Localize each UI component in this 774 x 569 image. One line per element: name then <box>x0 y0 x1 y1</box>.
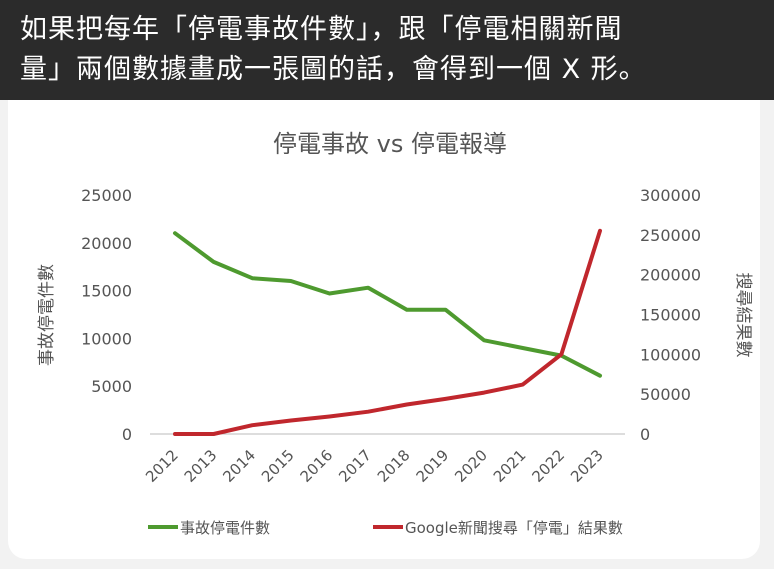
x-tick-label: 2021 <box>490 446 530 486</box>
x-tick-label: 2012 <box>142 446 182 486</box>
x-tick-label: 2015 <box>258 446 298 486</box>
y-right-tick-label: 0 <box>640 425 650 444</box>
caption-line-1: 如果把每年「停電事故件數」，跟「停電相關新聞 <box>20 14 623 45</box>
chart-card-panel <box>8 100 760 559</box>
chart-title: 停電事故 vs 停電報導 <box>273 130 507 158</box>
y-right-tick-label: 200000 <box>640 266 701 285</box>
y-right-tick-label: 300000 <box>640 186 701 205</box>
x-tick-label: 2014 <box>219 446 259 486</box>
y-left-tick-label: 25000 <box>81 186 132 205</box>
y-right-tick-label: 150000 <box>640 306 701 325</box>
legend-label-outages: 事故停電件數 <box>180 519 270 537</box>
x-tick-label: 2018 <box>374 446 414 486</box>
series-line-google-news <box>173 228 602 436</box>
y-axis-left-label: 事故停電件數 <box>37 264 57 366</box>
x-tick-label: 2023 <box>567 446 607 486</box>
y-left-tick-label: 20000 <box>81 234 132 253</box>
x-tick-label: 2020 <box>451 446 491 486</box>
y-left-tick-label: 10000 <box>81 329 132 348</box>
x-tick-label: 2013 <box>181 446 221 486</box>
chart-card: 停電事故 vs 停電報導 25000 20000 15000 10000 5000 0 3… <box>0 100 774 569</box>
x-tick-label: 2016 <box>297 446 337 486</box>
y-left-tick-label: 15000 <box>81 282 132 301</box>
y-right-tick-label: 50000 <box>640 385 691 404</box>
y-axis-right-label: 搜尋結果數 <box>733 273 753 358</box>
y-right-tick-label: 100000 <box>640 345 701 364</box>
series-line-outages <box>173 231 602 378</box>
caption-banner: 如果把每年「停電事故件數」，跟「停電相關新聞 量」兩個數據畫成一張圖的話，會得到… <box>0 0 774 100</box>
x-tick-label: 2022 <box>528 446 568 486</box>
legend-label-google-news: Google新聞搜尋「停電」結果數 <box>405 519 623 537</box>
caption-line-2: 量」兩個數據畫成一張圖的話，會得到一個 X 形。 <box>20 54 647 85</box>
y-left-tick-label: 5000 <box>91 377 132 396</box>
y-right-tick-label: 250000 <box>640 226 701 245</box>
x-tick-label: 2019 <box>413 446 453 486</box>
y-left-tick-label: 0 <box>122 425 132 444</box>
x-tick-label: 2017 <box>335 446 375 486</box>
